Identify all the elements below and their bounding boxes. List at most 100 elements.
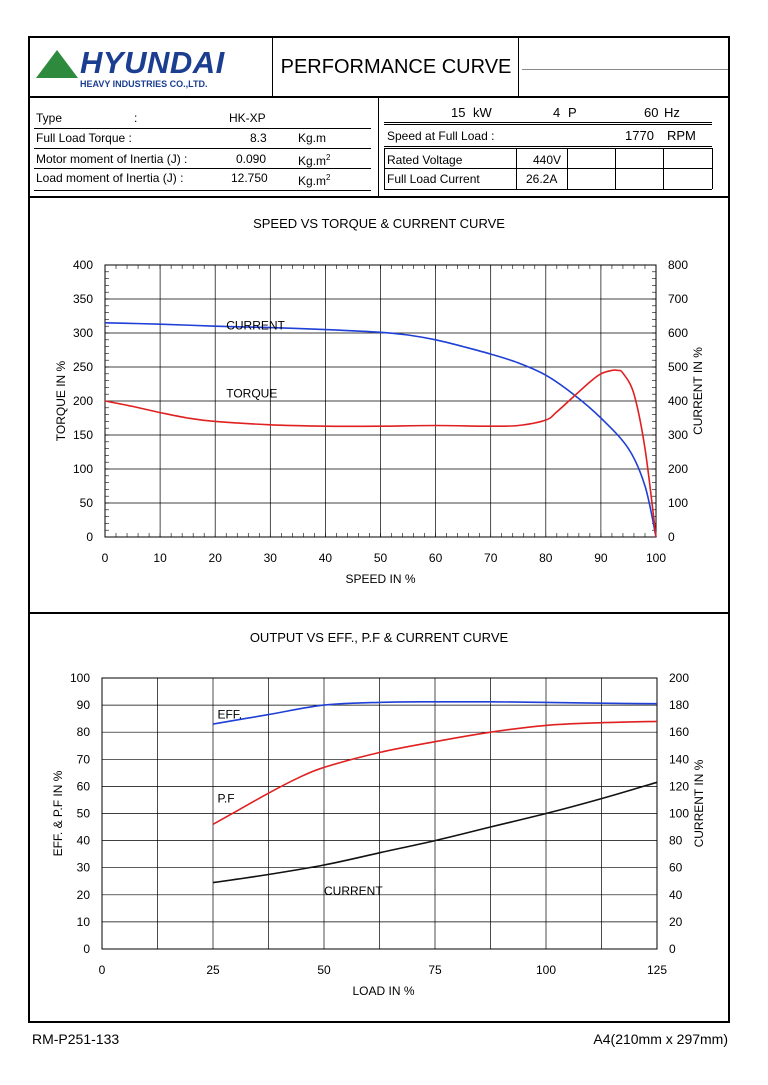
tick-label-x: 100 (646, 551, 666, 565)
poles-value: 4 (553, 105, 561, 120)
logo-triangle-icon (36, 50, 78, 78)
chart2-title: OUTPUT VS EFF., P.F & CURRENT CURVE (249, 630, 509, 645)
tick-label-y-right: 20 (669, 915, 683, 929)
motor-inertia-label: Motor moment of Inertia (J) : (36, 152, 188, 166)
tick-label-y-left: 50 (80, 496, 94, 510)
chart1-series-line-torque (104, 369, 657, 538)
load-inertia-value: 12.750 (231, 171, 268, 185)
datasheet-frame: HYUNDAI HEAVY INDUSTRIES CO.,LTD. PERFOR… (28, 36, 730, 1023)
tick-label-x: 125 (647, 963, 667, 977)
tick-label-y-left: 100 (70, 671, 90, 685)
chart1-plot: 0 10 20 30 40 50 60 70 80 90 100050100150200250300… (54, 258, 705, 586)
spec-divider (378, 98, 379, 196)
x-axis-label: SPEED IN % (345, 572, 415, 586)
tick-label-y-right: 300 (668, 428, 688, 442)
chart2-series-line-current (212, 781, 658, 884)
chart2-series-line-eff (212, 701, 658, 725)
tick-label-y-left: 100 (73, 462, 93, 476)
tick-label-y-right: 160 (669, 725, 689, 739)
page-title: PERFORMANCE CURVE (274, 38, 519, 96)
speed-label: Speed at Full Load : (387, 129, 495, 143)
freq-value: 60 (644, 105, 659, 120)
tick-label-y-left: 400 (73, 258, 93, 272)
tick-label-y-right: 180 (669, 698, 689, 712)
tick-label-y-left: 40 (77, 834, 91, 848)
tick-label-y-left: 150 (73, 428, 93, 442)
tick-label-x: 50 (317, 963, 331, 977)
tick-label-x: 90 (594, 551, 608, 565)
chart1-series-line-current (104, 322, 657, 538)
tick-label-y-left: 300 (73, 326, 93, 340)
tick-label-x: 30 (264, 551, 278, 565)
load-inertia-label: Load moment of Inertia (J) : (36, 171, 184, 185)
tick-label-x: 60 (429, 551, 443, 565)
speed-unit: RPM (667, 128, 696, 143)
torque-label: Full Load Torque : (36, 131, 132, 145)
x-axis-label: LOAD IN % (352, 984, 414, 998)
motor-inertia-unit: Kg.m2 (298, 153, 331, 168)
y-axis-label-right: CURRENT IN % (692, 759, 706, 847)
y-axis-label-right: CURRENT IN % (691, 347, 705, 435)
section-divider (30, 612, 728, 614)
hyundai-logo: HYUNDAI HEAVY INDUSTRIES CO.,LTD. (30, 38, 273, 96)
tick-label-y-right: 800 (668, 258, 688, 272)
tick-label-y-right: 40 (669, 888, 683, 902)
tick-label-y-right: 200 (669, 671, 689, 685)
chart2-series-label: P.F (217, 792, 234, 806)
tick-label-x: 75 (428, 963, 442, 977)
tick-label-y-right: 500 (668, 360, 688, 374)
speed-value: 1770 (625, 128, 654, 143)
tick-label-y-left: 60 (77, 779, 91, 793)
tick-label-y-left: 50 (77, 807, 91, 821)
chart1-series-label: CURRENT (226, 319, 285, 333)
chart1-series-label: TORQUE (226, 387, 277, 401)
chart2-series-line-pf (212, 720, 658, 826)
tick-label-x: 100 (536, 963, 556, 977)
logo-subtitle: HEAVY INDUSTRIES CO.,LTD. (80, 79, 208, 89)
y-axis-label-left: EFF. & P.F IN % (51, 770, 65, 856)
tick-label-y-left: 350 (73, 292, 93, 306)
tick-label-y-left: 200 (73, 394, 93, 408)
type-value: HK-XP (229, 111, 266, 125)
chart2-plot: 0 25 50 75 100 125010203040506070809010002040… (51, 671, 706, 998)
torque-value: 8.3 (250, 131, 267, 145)
chart2-series-label: EFF. (217, 708, 242, 722)
tick-label-y-left: 30 (77, 861, 91, 875)
voltage-label: Rated Voltage (387, 153, 463, 167)
chart1-title: SPEED VS TORQUE & CURRENT CURVE (253, 216, 505, 231)
plot-border (101, 677, 658, 950)
tick-label-x: 40 (319, 551, 333, 565)
motor-inertia-value: 0.090 (236, 152, 267, 166)
spec-table: Type : HK-XP Full Load Torque : 8.3 Kg.m… (30, 98, 728, 198)
tick-label-y-right: 0 (668, 530, 675, 544)
load-inertia-unit: Kg.m2 (298, 173, 331, 188)
tick-label-x: 10 (153, 551, 167, 565)
header-divider (522, 69, 728, 70)
tick-label-y-left: 250 (73, 360, 93, 374)
type-label: Type (36, 111, 63, 125)
poles-unit: P (568, 105, 577, 120)
tick-label-y-right: 700 (668, 292, 688, 306)
current-label: Full Load Current (387, 172, 480, 186)
tick-label-y-left: 90 (77, 698, 91, 712)
footer-doc-id: RM-P251-133 (32, 1031, 120, 1047)
tick-label-x: 70 (484, 551, 498, 565)
tick-label-x: 80 (539, 551, 553, 565)
freq-unit: Hz (664, 105, 680, 120)
header: HYUNDAI HEAVY INDUSTRIES CO.,LTD. PERFOR… (30, 38, 728, 98)
tick-label-y-left: 70 (77, 752, 91, 766)
tick-label-x: 20 (209, 551, 223, 565)
logo-brand: HYUNDAI (80, 45, 225, 80)
tick-label-y-right: 100 (669, 807, 689, 821)
tick-label-y-right: 60 (669, 861, 683, 875)
power-value: 15 (451, 105, 466, 120)
tick-label-y-left: 20 (77, 888, 91, 902)
chart2-series-label: CURRENT (324, 884, 383, 898)
tick-label-y-right: 120 (669, 779, 689, 793)
voltage-value: 440V (533, 153, 562, 167)
tick-label-y-left: 80 (77, 725, 91, 739)
tick-label-x: 50 (374, 551, 388, 565)
footer-paper-size: A4(210mm x 297mm) (593, 1031, 728, 1047)
